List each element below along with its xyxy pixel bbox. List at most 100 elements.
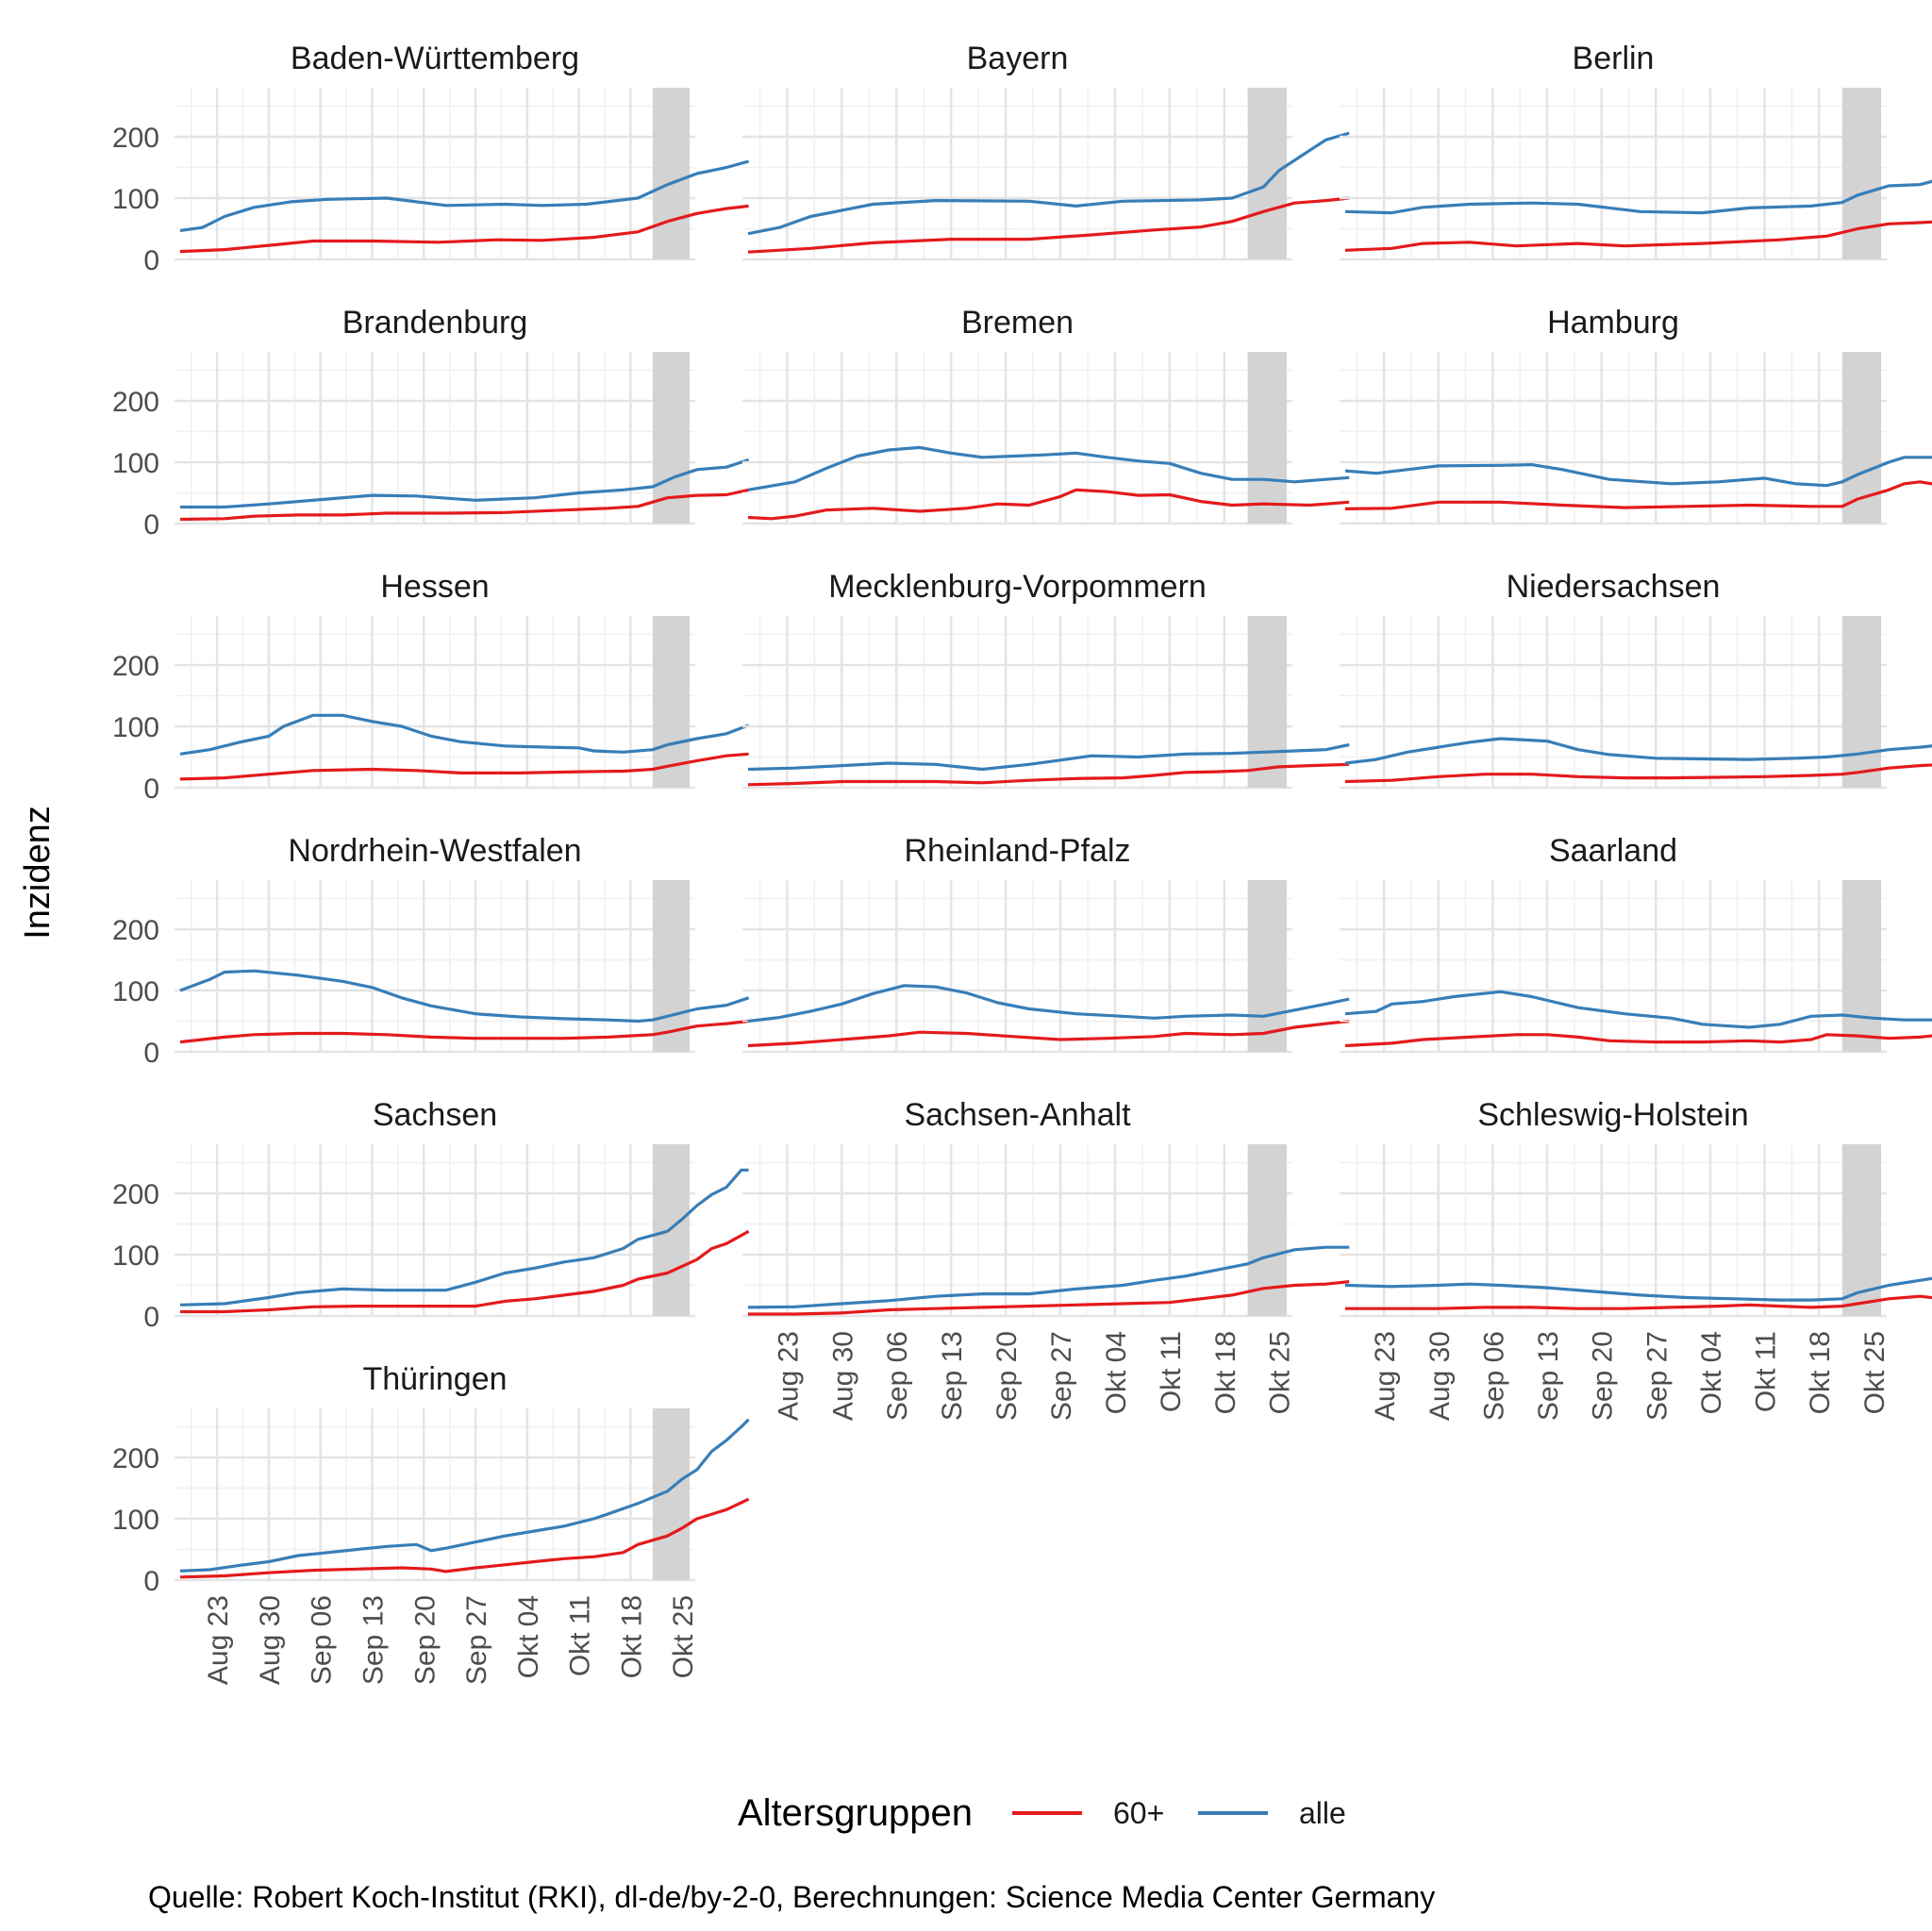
series-line-60plus — [747, 488, 1350, 521]
x-tick-label: Okt 11 — [1156, 1331, 1187, 1412]
caption: Quelle: Robert Koch-Institut (RKI), dl-d… — [148, 1880, 1435, 1914]
y-tick-label: 100 — [112, 976, 159, 1007]
panel-title: Sachsen-Anhalt — [904, 1097, 1131, 1133]
series-line-60plus — [1345, 1294, 1932, 1310]
x-tick-label: Okt 11 — [1751, 1331, 1782, 1412]
shaded-incomplete-period — [1841, 616, 1881, 788]
y-tick-label: 200 — [112, 123, 159, 154]
series-line-60plus — [179, 488, 749, 522]
x-tick-label: Sep 13 — [1533, 1331, 1564, 1421]
panel-title: Brandenburg — [342, 305, 528, 341]
x-tick-label: Sep 06 — [307, 1595, 338, 1685]
y-tick-label: 0 — [143, 1302, 159, 1333]
series-line-alle — [179, 969, 750, 1024]
shaded-incomplete-period — [1247, 88, 1287, 259]
x-tick-label: Sep 13 — [358, 1595, 390, 1685]
panel-sachsen: Sachsen 0 100 200 — [112, 1097, 750, 1333]
series-line-60plus — [180, 1229, 750, 1314]
panel-title: Bayern — [967, 41, 1069, 76]
panel-schleswig-holstein: Schleswig-Holstein Aug 23 Aug 30 Sep 06 Sep … — [1340, 1097, 1932, 1421]
y-tick-label: 0 — [143, 774, 159, 805]
series-line-60plus — [747, 762, 1350, 787]
x-tick-label: Okt 04 — [1696, 1331, 1727, 1414]
x-tick-label: Sep 20 — [1588, 1331, 1619, 1421]
y-tick-label: 100 — [112, 448, 159, 479]
y-tick-label: 200 — [112, 387, 159, 418]
x-tick-label: Okt 25 — [1859, 1331, 1890, 1414]
legend-title: Altersgruppen — [738, 1792, 973, 1834]
panel-nordrhein-westfalen: Nordrhein-Westfalen 0 100 200 — [112, 833, 750, 1069]
x-tick-label: Aug 30 — [255, 1595, 286, 1685]
panel-baden-wuerttemberg: Baden-Württemberg 0 100 200 — [112, 41, 750, 276]
panel-rheinland-pfalz: Rheinland-Pfalz — [742, 833, 1350, 1054]
x-tick-label: Sep 06 — [882, 1331, 913, 1421]
series-line-alle — [179, 1168, 749, 1307]
series-line-60plus — [179, 204, 749, 254]
x-tick-label: Sep 20 — [409, 1595, 441, 1685]
x-tick-label: Okt 11 — [565, 1595, 596, 1676]
panel-grid: Baden-Württemberg 0 100 200 Bayern Berlin Bran… — [112, 41, 1932, 1685]
series-line-alle — [747, 1245, 1350, 1309]
x-tick-label: Okt 04 — [1101, 1331, 1132, 1414]
panel-title: Mecklenburg-Vorpommern — [828, 569, 1207, 605]
series-line-60plus — [1344, 220, 1932, 252]
series-line-60plus — [747, 196, 1350, 254]
y-tick-label: 200 — [112, 1443, 159, 1474]
shaded-incomplete-period — [1247, 616, 1287, 788]
x-tick-label: Okt 18 — [1805, 1331, 1836, 1414]
panel-title: Niedersachsen — [1507, 569, 1721, 605]
x-tick-label: Okt 18 — [616, 1595, 647, 1678]
x-tick-label: Sep 20 — [991, 1331, 1023, 1421]
x-tick-label: Sep 13 — [937, 1331, 968, 1421]
panel-sachsen-anhalt: Sachsen-Anhalt Aug 23 Aug 30 Sep 06 Sep 13 Se… — [742, 1097, 1350, 1421]
x-tick-label: Okt 18 — [1210, 1331, 1241, 1414]
series-line-alle — [747, 445, 1350, 491]
shaded-incomplete-period — [1841, 880, 1881, 1052]
panel-title: Berlin — [1573, 41, 1655, 76]
panel-bayern: Bayern — [742, 41, 1350, 261]
series-line-60plus — [1344, 480, 1932, 510]
shaded-incomplete-period — [1247, 352, 1287, 524]
panel-brandenburg: Brandenburg 0 100 200 — [112, 305, 750, 541]
x-tick-label: Sep 27 — [1046, 1331, 1077, 1421]
series-line-alle — [1344, 990, 1932, 1029]
x-tick-label: Aug 23 — [203, 1595, 234, 1685]
panel-title: Schleswig-Holstein — [1477, 1097, 1748, 1133]
legend-label-60plus: 60+ — [1113, 1796, 1164, 1830]
y-tick-label: 100 — [112, 184, 159, 215]
x-tick-label: Aug 30 — [1424, 1331, 1456, 1421]
x-tick-label: Sep 27 — [461, 1595, 492, 1685]
y-tick-label: 0 — [143, 1038, 159, 1069]
series-line-60plus — [1344, 763, 1932, 784]
panel-title: Bremen — [961, 305, 1074, 341]
x-tick-label: Sep 27 — [1641, 1331, 1673, 1421]
x-tick-label: Sep 06 — [1478, 1331, 1509, 1421]
series-line-60plus — [748, 1280, 1350, 1316]
x-tick-label: Aug 23 — [773, 1331, 804, 1421]
y-tick-label: 100 — [112, 1505, 159, 1536]
x-tick-label: Okt 25 — [668, 1595, 699, 1678]
panel-title: Saarland — [1549, 833, 1677, 869]
series-line-alle — [179, 713, 750, 756]
panel-bremen: Bremen — [742, 305, 1350, 525]
panel-hessen: Hessen 0 100 200 — [112, 569, 750, 805]
series-line-60plus — [179, 752, 749, 781]
shaded-incomplete-period — [652, 616, 690, 788]
panel-saarland: Saarland — [1340, 833, 1932, 1054]
x-tick-label: Aug 30 — [827, 1331, 858, 1421]
series-line-alle — [179, 1418, 750, 1573]
x-tick-label: Okt 25 — [1265, 1331, 1296, 1414]
shaded-incomplete-period — [1247, 880, 1287, 1052]
shaded-incomplete-period — [652, 880, 690, 1052]
series-line-alle — [180, 458, 750, 509]
series-line-alle — [1344, 1276, 1932, 1302]
y-tick-label: 0 — [143, 1566, 159, 1597]
panel-title: Rheinland-Pfalz — [904, 833, 1130, 869]
series-line-alle — [747, 742, 1350, 772]
panel-mecklenburg-vorpommern: Mecklenburg-Vorpommern — [742, 569, 1350, 790]
y-axis-label: Inzidenz — [18, 806, 58, 940]
series-line-alle — [747, 131, 1350, 236]
series-line-60plus — [179, 1497, 750, 1579]
series-line-alle — [1344, 179, 1932, 215]
